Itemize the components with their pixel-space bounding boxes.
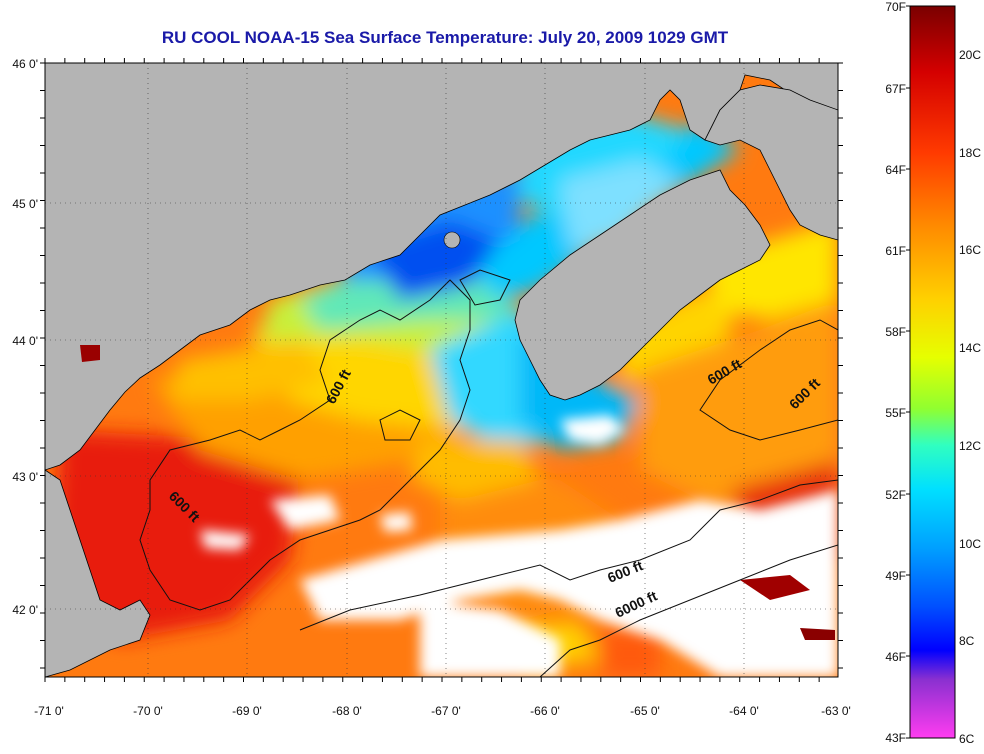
celsius-label: 12C bbox=[959, 439, 981, 453]
lat-tick-label: 45 0' bbox=[12, 197, 38, 211]
lon-tick-label: -71 0' bbox=[34, 704, 64, 718]
lon-tick-label: -64 0' bbox=[729, 704, 759, 718]
island bbox=[443, 231, 461, 249]
colorbar-scale bbox=[909, 5, 956, 739]
fahrenheit-label: 43F bbox=[885, 731, 906, 745]
celsius-label: 20C bbox=[959, 48, 981, 62]
warm-patch bbox=[80, 345, 100, 362]
axis-ticks bbox=[40, 58, 843, 682]
map-title: RU COOL NOAA-15 Sea Surface Temperature:… bbox=[161, 28, 729, 47]
celsius-label: 14C bbox=[959, 341, 981, 355]
sst-map: 600 ft 600 ft 600 ft 600 ft 600 ft 6000 … bbox=[12, 57, 851, 718]
fahrenheit-label: 49F bbox=[885, 569, 906, 583]
grid-lines bbox=[45, 63, 838, 677]
lat-tick-label: 43 0' bbox=[12, 470, 38, 484]
warm-patch bbox=[740, 575, 810, 600]
land bbox=[45, 63, 838, 677]
fahrenheit-label: 64F bbox=[885, 163, 906, 177]
lon-tick-label: -67 0' bbox=[431, 704, 461, 718]
lon-tick-label: -65 0' bbox=[630, 704, 660, 718]
warm-patch bbox=[800, 628, 835, 640]
celsius-labels: 20C 18C 16C 14C 12C 10C 8C 6C bbox=[959, 48, 981, 746]
celsius-label: 6C bbox=[959, 732, 975, 746]
fahrenheit-label: 52F bbox=[885, 488, 906, 502]
lat-tick-label: 46 0' bbox=[12, 57, 38, 71]
celsius-label: 10C bbox=[959, 537, 981, 551]
fahrenheit-labels: 70F 67F 64F 61F 58F 55F 52F 49F 46F 43F bbox=[885, 0, 906, 745]
colorbar: 70F 67F 64F 61F 58F 55F 52F 49F 46F 43F … bbox=[885, 0, 981, 746]
fahrenheit-label: 61F bbox=[885, 244, 906, 258]
fahrenheit-label: 58F bbox=[885, 325, 906, 339]
lat-tick-label: 42 0' bbox=[12, 603, 38, 617]
colorbar-ticks bbox=[906, 5, 910, 739]
lon-tick-label: -68 0' bbox=[332, 704, 362, 718]
map-layers: 600 ft 600 ft 600 ft 600 ft 600 ft 6000 … bbox=[45, 63, 838, 677]
depth-contours bbox=[139, 269, 838, 677]
celsius-label: 16C bbox=[959, 243, 981, 257]
celsius-label: 8C bbox=[959, 634, 975, 648]
cloud-cover bbox=[200, 415, 838, 677]
latitude-axis: 46 0' 45 0' 44 0' 43 0' 42 0' bbox=[12, 57, 38, 617]
lon-tick-label: -69 0' bbox=[232, 704, 262, 718]
lon-tick-label: -66 0' bbox=[530, 704, 560, 718]
fahrenheit-label: 70F bbox=[885, 0, 906, 14]
lon-tick-label: -63 0' bbox=[821, 704, 851, 718]
longitude-axis: -71 0' -70 0' -69 0' -68 0' -67 0' -66 0… bbox=[34, 704, 851, 718]
fahrenheit-label: 55F bbox=[885, 406, 906, 420]
fahrenheit-label: 67F bbox=[885, 82, 906, 96]
lon-tick-label: -70 0' bbox=[133, 704, 163, 718]
lat-tick-label: 44 0' bbox=[12, 334, 38, 348]
fahrenheit-label: 46F bbox=[885, 650, 906, 664]
celsius-label: 18C bbox=[959, 146, 981, 160]
